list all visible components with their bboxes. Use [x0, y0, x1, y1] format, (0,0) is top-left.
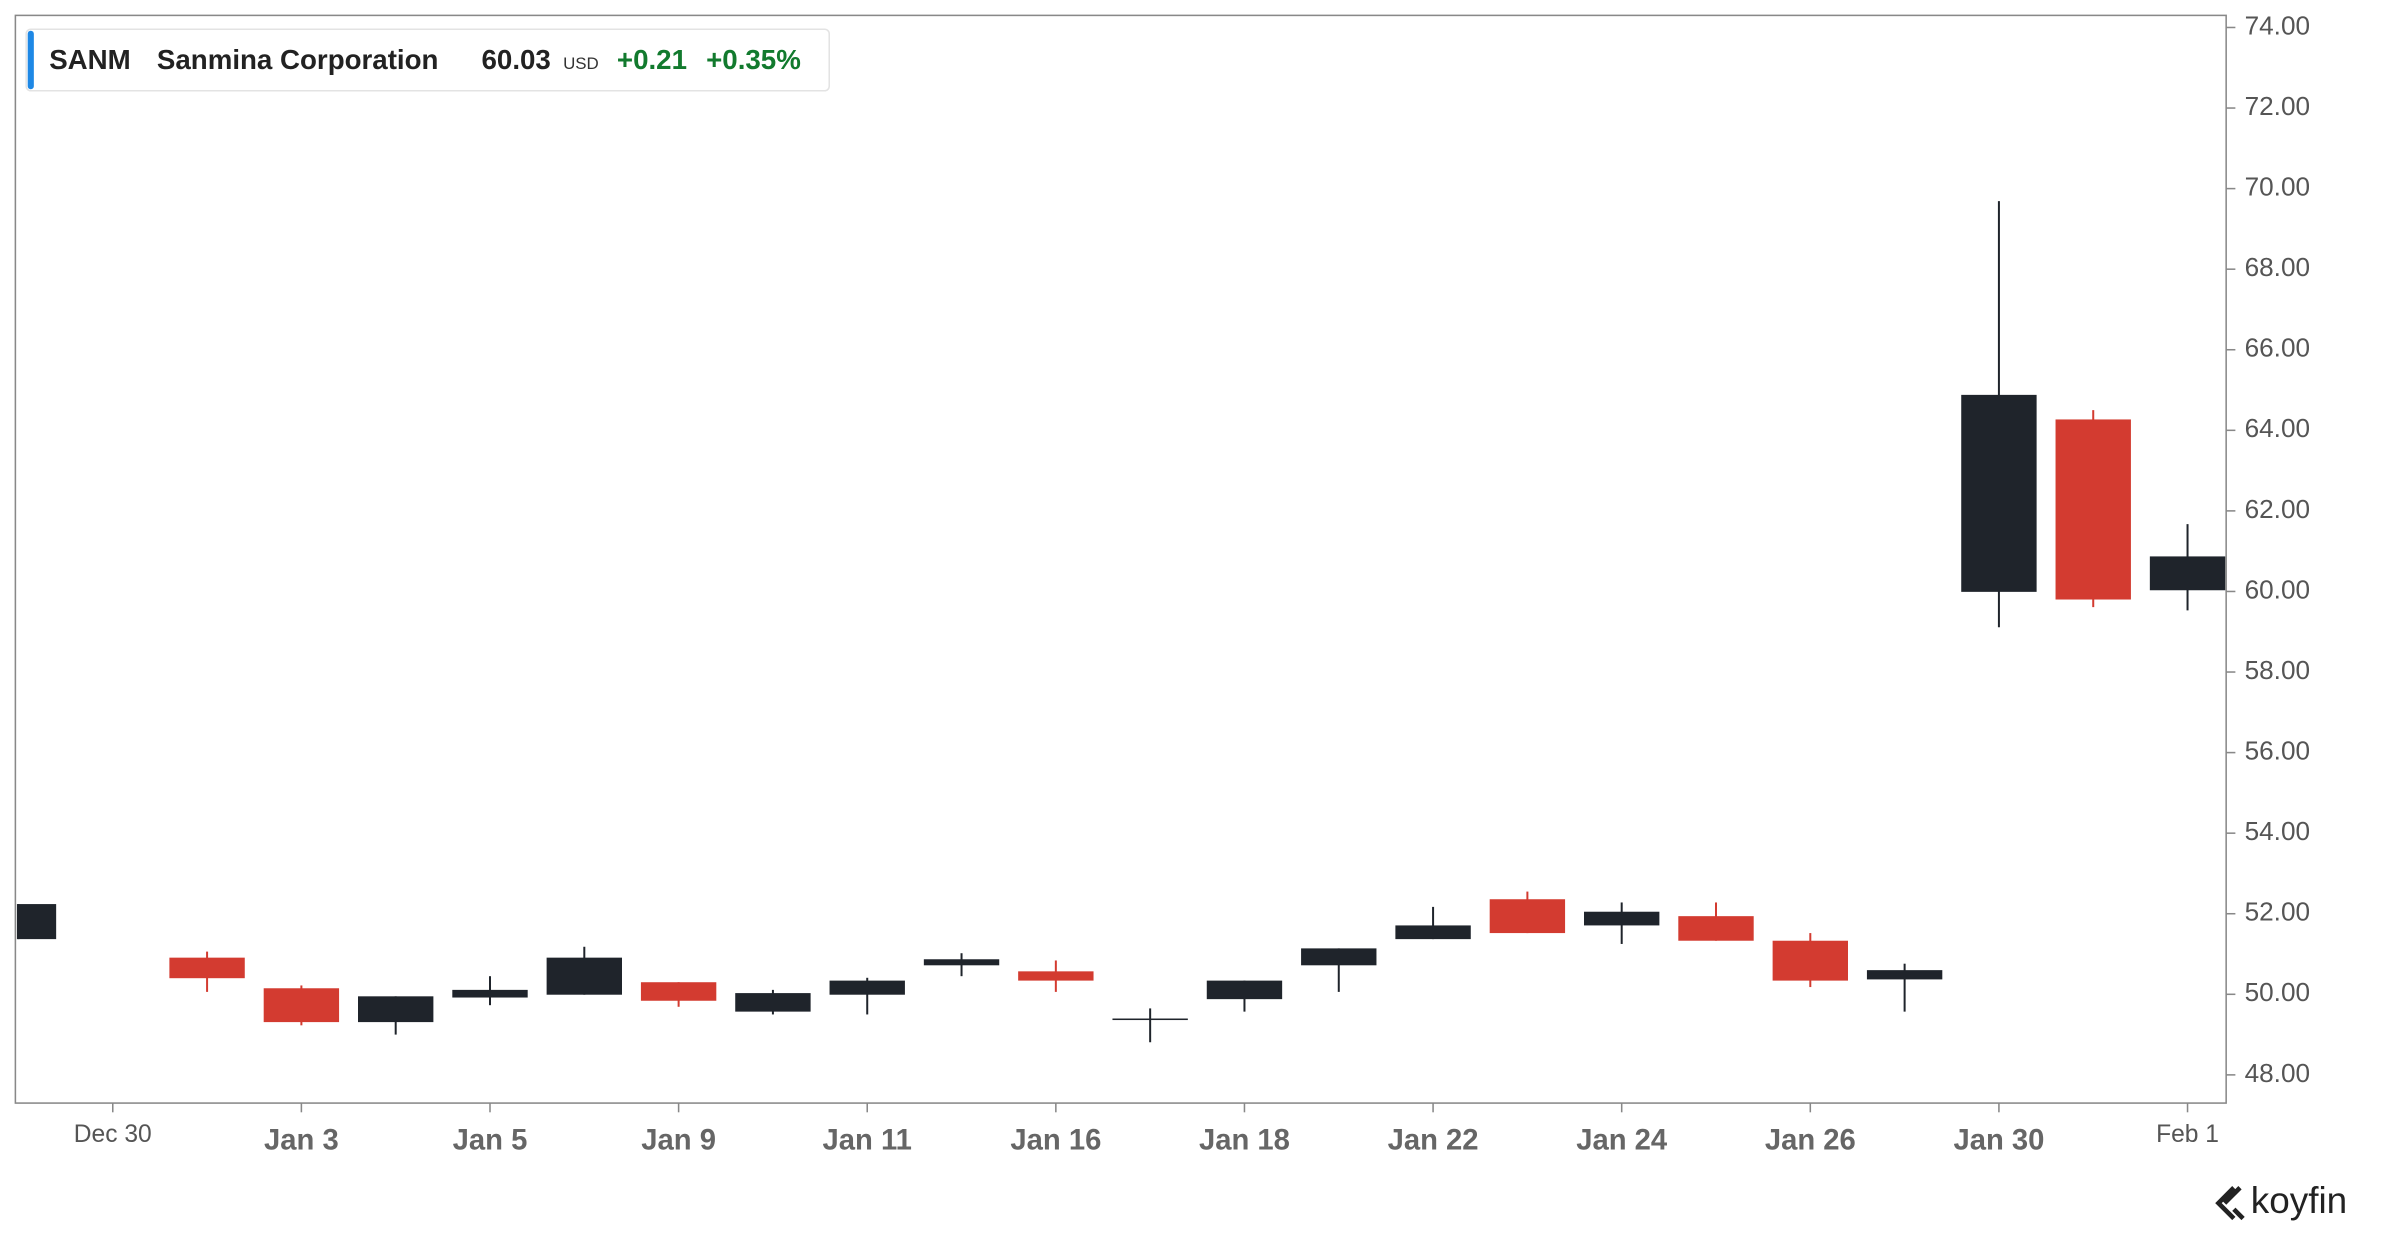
x-tick-label: Jan 3: [264, 1124, 339, 1156]
y-tick-label: 66.00: [2245, 333, 2310, 363]
candle-body: [1772, 940, 1848, 981]
candle-body: [169, 957, 245, 979]
candle-body: [1112, 1018, 1188, 1021]
y-tick-label: 58.00: [2245, 655, 2310, 685]
legend: SANM Sanmina Corporation 60.03 USD +0.21…: [25, 28, 831, 92]
y-tick-label: 74.00: [2245, 10, 2310, 40]
y-tick-label: 54.00: [2245, 816, 2310, 846]
y-tick-label: 72.00: [2245, 91, 2310, 121]
x-tick-label: Jan 5: [453, 1124, 528, 1156]
candle-body: [1584, 911, 1660, 926]
y-tick-label: 64.00: [2245, 413, 2310, 443]
watermark-logo: [2215, 1186, 2245, 1221]
candle-body: [923, 959, 1000, 966]
price: 60.03: [482, 44, 551, 75]
x-tick-label: Jan 22: [1388, 1124, 1479, 1156]
candle-body: [263, 988, 340, 1023]
y-tick-label: 52.00: [2245, 897, 2310, 927]
legend-accent: [27, 30, 34, 90]
candle-body: [1395, 925, 1471, 940]
watermark: koyfin: [2215, 1180, 2347, 1221]
candle-body: [1301, 948, 1377, 966]
currency: USD: [563, 54, 599, 73]
candle-body: [546, 957, 622, 995]
x-tick-label: Jan 24: [1576, 1124, 1668, 1156]
candle-body: [358, 996, 434, 1023]
candle-body: [1206, 980, 1283, 1000]
company-name: Sanmina Corporation: [157, 44, 439, 75]
x-tick-label: Feb 1: [2156, 1121, 2219, 1148]
x-tick-label: Jan 30: [1953, 1124, 2044, 1156]
x-tick-label: Jan 11: [823, 1124, 912, 1156]
candle-body: [640, 982, 717, 1001]
y-tick-label: 56.00: [2245, 736, 2310, 766]
plot-frame: [14, 14, 2227, 1104]
legend-box: [25, 28, 831, 92]
y-tick-label: 62.00: [2245, 494, 2310, 524]
ticker: SANM: [49, 44, 131, 75]
x-tick-label: Jan 26: [1765, 1124, 1856, 1156]
x-tick-label: Dec 30: [74, 1121, 152, 1148]
candle-body: [1018, 971, 1094, 981]
candle-body: [2055, 419, 2131, 600]
candle-body: [1489, 899, 1566, 934]
x-tick-label: Jan 16: [1010, 1124, 1101, 1156]
watermark-text: koyfin: [2251, 1180, 2347, 1221]
y-tick-label: 60.00: [2245, 574, 2310, 604]
change-percent: +0.35%: [706, 44, 801, 75]
candle-body: [2149, 556, 2226, 591]
y-tick-label: 68.00: [2245, 252, 2310, 282]
y-tick-label: 70.00: [2245, 172, 2310, 202]
candle-body: [829, 980, 905, 995]
candle-body: [1961, 394, 2037, 592]
candle-body: [452, 989, 528, 998]
x-tick-label: Jan 18: [1199, 1124, 1290, 1156]
change: +0.21: [617, 44, 687, 75]
candle-body: [735, 993, 811, 1012]
x-tick-label: Jan 9: [641, 1124, 716, 1156]
y-tick-label: 50.00: [2245, 977, 2310, 1007]
y-tick-label: 48.00: [2245, 1058, 2310, 1088]
candle-body: [16, 904, 57, 940]
candle-body: [1866, 970, 1943, 980]
candle-body: [1678, 916, 1754, 941]
